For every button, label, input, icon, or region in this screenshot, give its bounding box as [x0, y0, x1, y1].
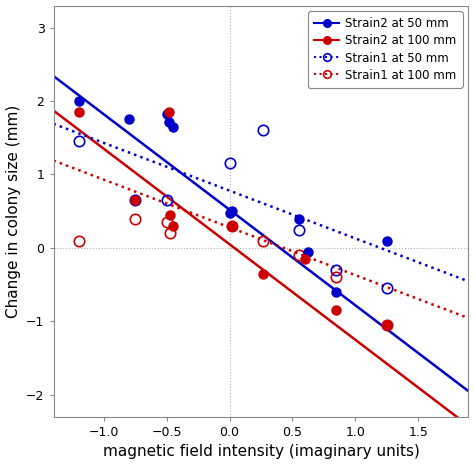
Y-axis label: Change in colony size (mm): Change in colony size (mm): [6, 105, 20, 318]
X-axis label: magnetic field intensity (imaginary units): magnetic field intensity (imaginary unit…: [102, 445, 419, 459]
Legend: Strain2 at 50 mm, Strain2 at 100 mm, Strain1 at 50 mm, Strain1 at 100 mm: Strain2 at 50 mm, Strain2 at 100 mm, Str…: [308, 12, 463, 88]
